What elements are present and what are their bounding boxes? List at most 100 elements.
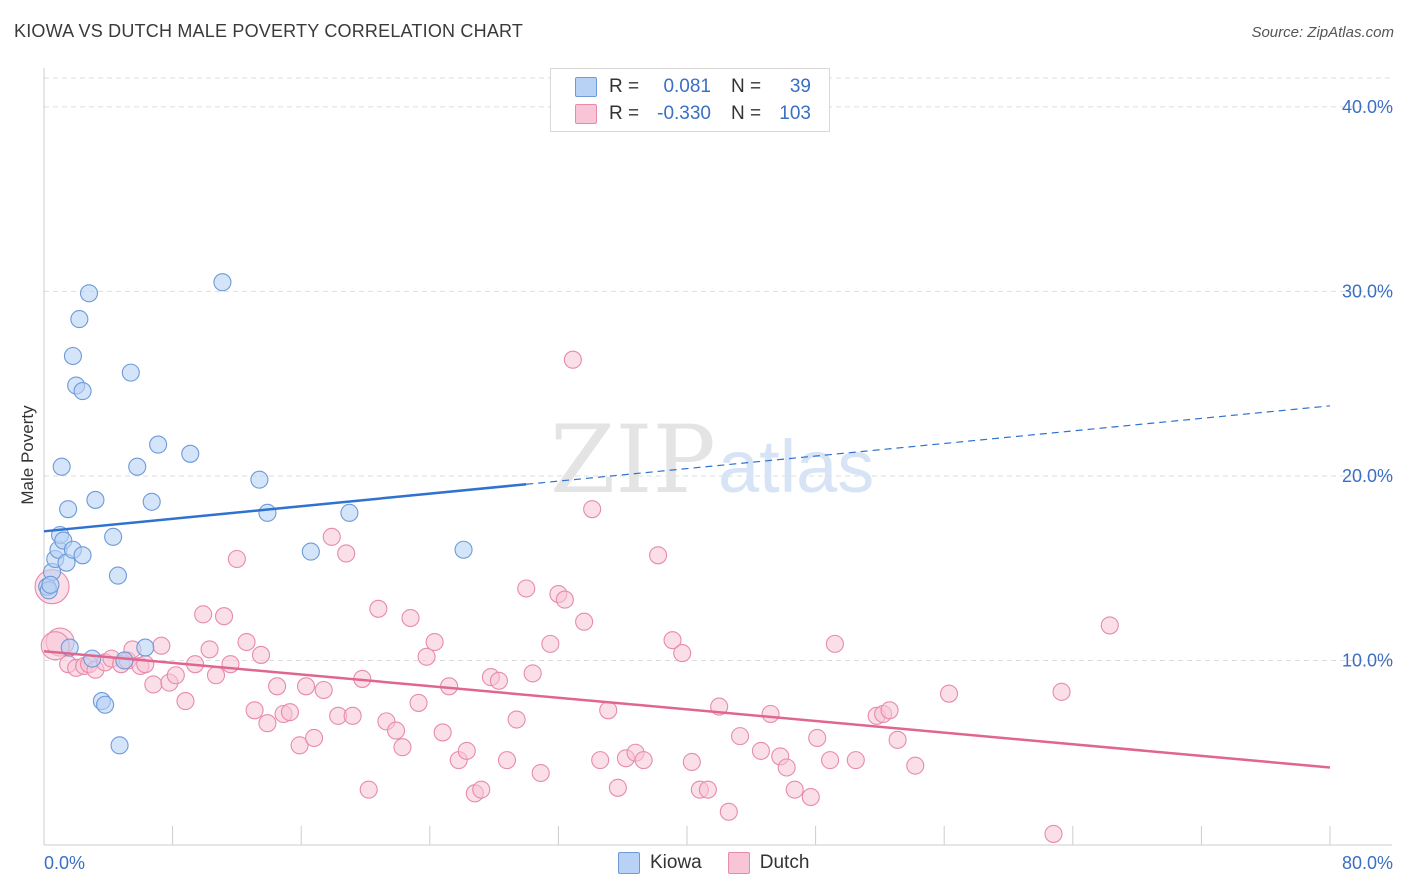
dutch-point bbox=[801, 787, 820, 807]
dutch-point bbox=[649, 546, 668, 565]
dutch-point bbox=[507, 710, 526, 729]
kiowa-point bbox=[149, 435, 168, 454]
kiowa-point bbox=[63, 346, 82, 366]
dutch-legend-label: Dutch bbox=[759, 852, 810, 873]
y-tick-label: 20.0% bbox=[1342, 466, 1393, 486]
dutch-point bbox=[144, 675, 163, 694]
dutch-points bbox=[34, 350, 1119, 843]
kiowa-point bbox=[454, 540, 473, 559]
kiowa-point bbox=[115, 651, 134, 670]
dutch-point bbox=[227, 549, 246, 569]
kiowa-point bbox=[213, 273, 232, 292]
dutch-point bbox=[497, 751, 517, 770]
legend-item-kiowa: Kiowa bbox=[618, 852, 702, 874]
kiowa-point bbox=[181, 444, 200, 463]
kiowa-point bbox=[73, 382, 92, 401]
dutch-point bbox=[751, 741, 770, 760]
dutch-point bbox=[290, 736, 309, 755]
dutch-point bbox=[575, 612, 594, 631]
dutch-point bbox=[563, 350, 582, 369]
trend-lines bbox=[43, 405, 1331, 769]
legend-r-value: -0.330 bbox=[657, 103, 711, 124]
tick-labels: 10.0% 20.0% 30.0% 40.0% 0.0% 80.0% bbox=[44, 97, 1393, 873]
kiowa-legend-swatch bbox=[618, 852, 640, 874]
dutch-point bbox=[457, 741, 476, 760]
kiowa-point bbox=[52, 457, 71, 476]
dutch-point bbox=[369, 599, 388, 618]
correlation-legend: R = 0.081 N = 39 R = -0.330 N = 103 bbox=[550, 68, 830, 132]
dutch-point bbox=[206, 666, 226, 685]
dutch-point bbox=[343, 706, 362, 725]
x-tick-label: 80.0% bbox=[1342, 853, 1393, 873]
dutch-point bbox=[608, 778, 627, 797]
dutch-point bbox=[888, 730, 907, 749]
dutch-point bbox=[1044, 824, 1063, 843]
grid-lines bbox=[44, 77, 1392, 661]
kiowa-swatch bbox=[575, 77, 597, 97]
kiowa-trend-extension bbox=[526, 405, 1331, 485]
dutch-point bbox=[401, 608, 420, 628]
y-tick-label: 10.0% bbox=[1342, 650, 1393, 670]
dutch-point bbox=[523, 664, 542, 683]
dutch-point bbox=[785, 780, 804, 799]
dutch-point bbox=[730, 727, 750, 746]
dutch-point bbox=[337, 544, 356, 563]
dutch-point bbox=[777, 758, 796, 777]
dutch-point bbox=[386, 721, 406, 740]
dutch-legend-swatch bbox=[727, 852, 750, 874]
dutch-point bbox=[417, 647, 436, 666]
dutch-point bbox=[194, 605, 213, 624]
series-legend: Kiowa Dutch bbox=[618, 852, 835, 874]
dutch-point bbox=[136, 655, 155, 674]
dutch-point bbox=[719, 802, 738, 821]
kiowa-point bbox=[70, 310, 89, 329]
kiowa-point bbox=[121, 363, 140, 382]
dutch-point bbox=[761, 704, 780, 724]
axes bbox=[43, 68, 1392, 846]
dutch-point bbox=[409, 693, 428, 712]
watermark-zip: ZIP bbox=[550, 406, 716, 515]
kiowa-point bbox=[142, 492, 161, 511]
dutch-point bbox=[517, 579, 536, 598]
dutch-point bbox=[583, 500, 602, 519]
chart-title: KIOWA VS DUTCH MALE POVERTY CORRELATION … bbox=[14, 21, 524, 41]
dutch-point bbox=[698, 780, 717, 799]
legend-r-label: R = bbox=[609, 103, 640, 124]
dutch-point bbox=[682, 752, 701, 772]
dutch-point bbox=[825, 634, 844, 653]
dutch-point bbox=[808, 728, 827, 748]
dutch-point bbox=[268, 677, 287, 696]
kiowa-point bbox=[41, 575, 60, 594]
kiowa-point bbox=[108, 566, 127, 585]
dutch-point bbox=[821, 751, 840, 770]
dutch-point bbox=[673, 644, 692, 663]
y-tick-label: 30.0% bbox=[1342, 281, 1393, 301]
dutch-point bbox=[152, 636, 171, 655]
kiowa-point bbox=[128, 457, 147, 476]
y-tick-label: 40.0% bbox=[1342, 97, 1393, 117]
dutch-point bbox=[939, 684, 959, 703]
dutch-point bbox=[599, 701, 618, 720]
source-label: Source: ZipAtlas.com bbox=[1251, 24, 1394, 41]
dutch-point bbox=[472, 780, 491, 799]
legend-n-label: N = bbox=[731, 76, 762, 97]
kiowa-point bbox=[104, 527, 123, 546]
x-tick-label: 0.0% bbox=[44, 853, 85, 873]
legend-r-label: R = bbox=[609, 76, 640, 97]
kiowa-point bbox=[86, 490, 105, 509]
kiowa-point bbox=[73, 546, 92, 565]
watermark-atlas: atlas bbox=[718, 425, 874, 508]
kiowa-points bbox=[38, 273, 473, 755]
dutch-point bbox=[200, 640, 219, 659]
legend-r-value: 0.081 bbox=[663, 76, 711, 97]
dutch-point bbox=[555, 590, 574, 609]
kiowa-point bbox=[79, 284, 99, 303]
dutch-point bbox=[393, 738, 412, 757]
dutch-point bbox=[489, 671, 508, 690]
dutch-point bbox=[591, 751, 610, 770]
legend-item-dutch: Dutch bbox=[727, 852, 810, 874]
dutch-point bbox=[880, 701, 899, 720]
kiowa-point bbox=[96, 695, 115, 714]
dutch-point bbox=[531, 763, 550, 783]
dutch-swatch bbox=[575, 104, 597, 124]
